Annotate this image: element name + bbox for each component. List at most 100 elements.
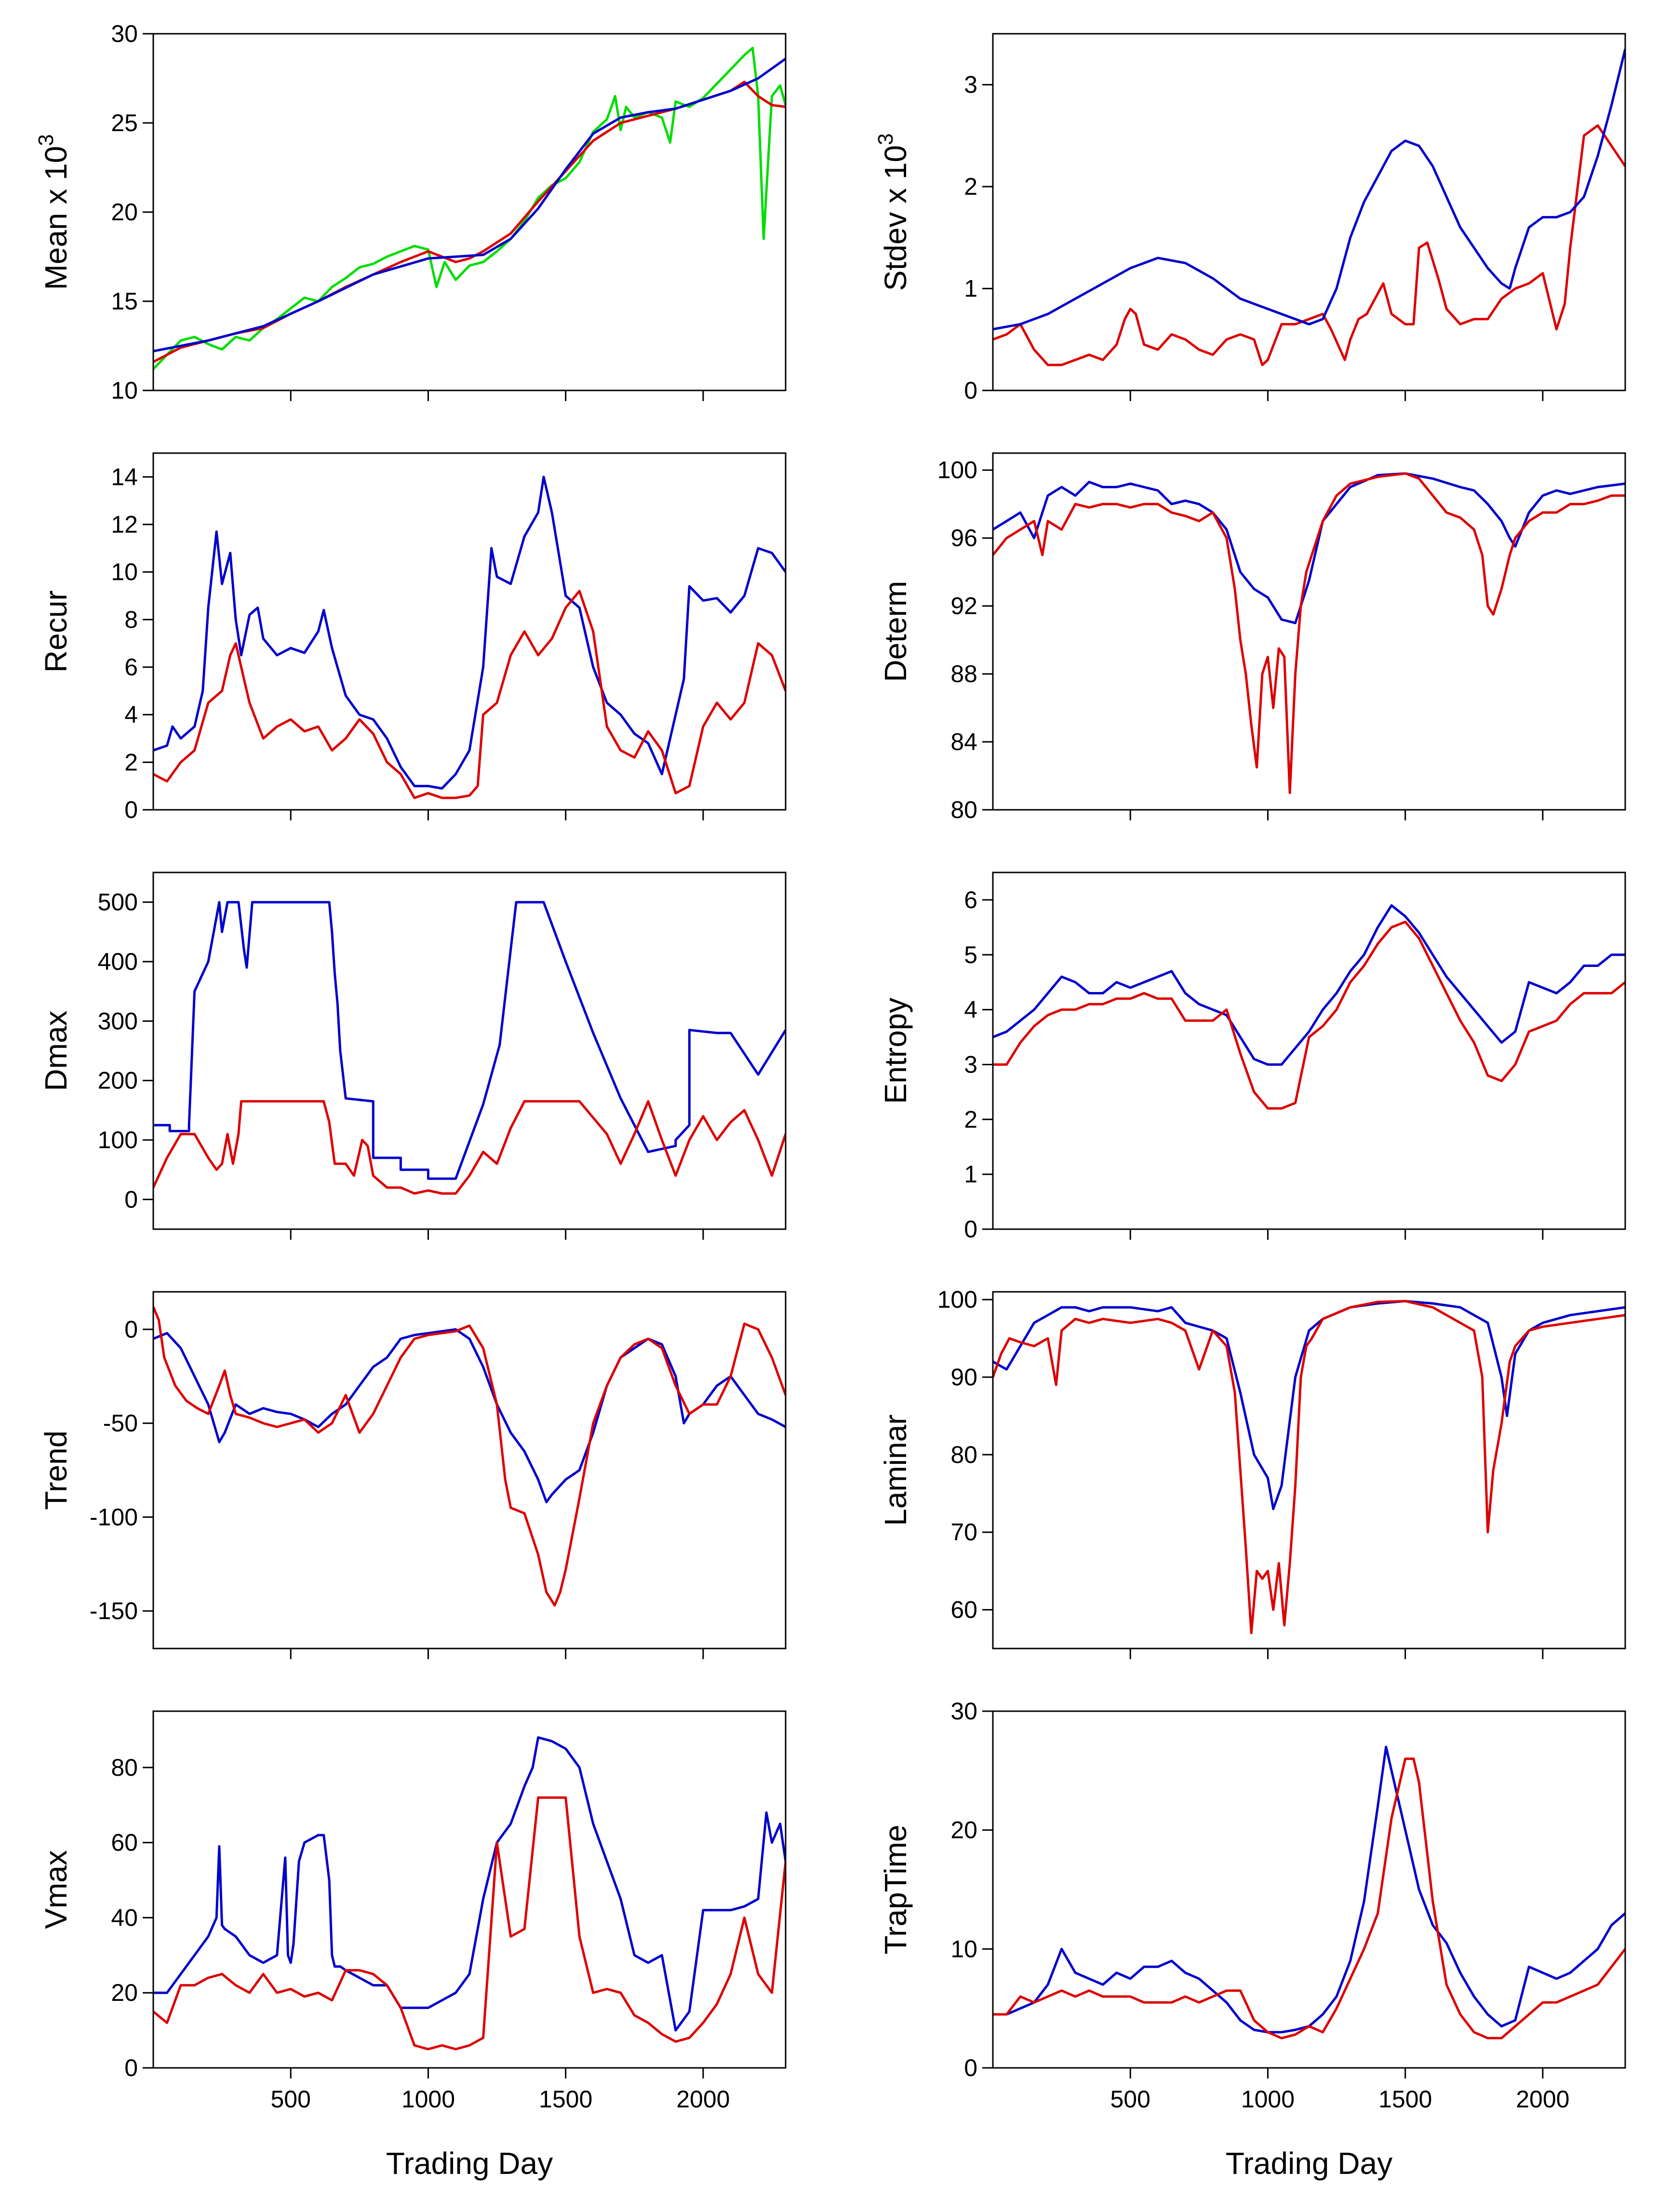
series-line-entropy-0 <box>993 904 1625 1066</box>
ytick-label-determ-0: 80 <box>950 796 977 823</box>
ytick-label-vmax-2: 40 <box>111 1904 138 1931</box>
ylabel-vmax: Vmax <box>39 1850 73 1929</box>
ytick-label-traptime-3: 30 <box>950 1698 977 1725</box>
ytick-label-determ-1: 84 <box>950 728 977 755</box>
ytick-label-entropy-5: 5 <box>964 941 977 968</box>
ytick-label-mean-2: 20 <box>111 199 138 226</box>
panel-vmax: 0 20 40 60 80 500 1000 1500 2000 Vmax Trading Day <box>39 1710 787 2181</box>
ytick-label-mean-3: 25 <box>111 109 138 136</box>
series-line-traptime-0 <box>993 1745 1625 2034</box>
ytick-label-stdev-1: 1 <box>964 275 977 302</box>
ytick-label-determ-3: 92 <box>950 592 977 619</box>
ytick-label-mean-0: 10 <box>111 377 138 404</box>
ytick-label-trend-0: -150 <box>90 1597 138 1624</box>
ylabel-entropy: Entropy <box>878 998 913 1104</box>
panel-determ: 80 84 88 92 96 100 Determ <box>878 452 1626 823</box>
panel-laminar: 60 70 80 90 100 Laminar <box>878 1286 1626 1659</box>
ytick-label-vmax-0: 0 <box>124 2054 138 2081</box>
ytick-label-mean-4: 30 <box>111 20 138 47</box>
ytick-label-entropy-3: 3 <box>964 1051 977 1078</box>
ytick-label-entropy-6: 6 <box>964 886 977 913</box>
ytick-label-laminar-2: 80 <box>950 1441 977 1468</box>
ytick-label-traptime-2: 20 <box>950 1817 977 1844</box>
ytick-label-dmax-1: 100 <box>98 1126 138 1153</box>
ytick-label-recur-0: 0 <box>124 796 138 823</box>
ytick-label-entropy-1: 1 <box>964 1161 977 1188</box>
ytick-label-recur-4: 8 <box>124 606 138 633</box>
plot-frame-mean <box>152 33 787 391</box>
ytick-label-dmax-5: 500 <box>98 889 138 916</box>
ytick-label-traptime-0: 0 <box>964 2054 977 2081</box>
ytick-label-vmax-3: 60 <box>111 1829 138 1856</box>
ytick-label-recur-3: 6 <box>124 654 138 681</box>
ytick-label-dmax-4: 400 <box>98 948 138 975</box>
series-line-trend-1 <box>153 1306 786 1607</box>
ytick-label-determ-4: 96 <box>950 524 977 551</box>
plot-frame-dmax <box>152 871 787 1230</box>
ylabel-recur: Recur <box>39 590 73 673</box>
ytick-label-stdev-3: 3 <box>964 71 977 98</box>
ylabel-trend: Trend <box>39 1431 73 1510</box>
ytick-label-trend-2: -50 <box>103 1410 138 1437</box>
ytick-label-vmax-1: 20 <box>111 1979 138 2006</box>
panel-trend: -150 -100 -50 0 Trend <box>39 1291 787 1659</box>
series-line-recur-0 <box>153 475 786 790</box>
series-line-dmax-1 <box>153 1100 786 1195</box>
series-line-recur-1 <box>153 590 786 799</box>
ytick-label-recur-1: 2 <box>124 749 138 776</box>
ylabel-sup-stdev: 3 <box>874 134 897 145</box>
xtick-label-traptime-3: 2000 <box>1516 2086 1569 2113</box>
series-line-stdev-1 <box>993 49 1625 331</box>
ytick-label-traptime-1: 10 <box>950 1935 977 1962</box>
series-line-dmax-0 <box>153 901 786 1180</box>
ytick-label-vmax-4: 80 <box>111 1754 138 1781</box>
ylabel-dmax: Dmax <box>39 1010 73 1091</box>
ylabel-laminar: Laminar <box>878 1414 913 1526</box>
panel-mean: 10 15 20 25 30 Mean x 103 <box>34 20 787 404</box>
series-line-laminar-1 <box>993 1300 1625 1635</box>
ytick-label-laminar-1: 70 <box>950 1519 977 1546</box>
xtick-label-traptime-2: 1500 <box>1378 2086 1432 2113</box>
series-line-determ-0 <box>993 472 1625 624</box>
series-line-traptime-1 <box>993 1757 1625 2039</box>
series-line-mean-2 <box>153 57 786 353</box>
series-line-vmax-1 <box>153 1796 786 2051</box>
ylabel-traptime: TrapTime <box>878 1824 913 1954</box>
series-line-stdev-0 <box>993 124 1625 366</box>
series-line-mean-0 <box>153 47 786 370</box>
series-line-vmax-0 <box>153 1736 786 2032</box>
ytick-label-stdev-2: 2 <box>964 173 977 200</box>
plot-frame-laminar <box>992 1291 1626 1649</box>
ytick-label-recur-5: 10 <box>111 559 138 586</box>
ytick-label-trend-1: -100 <box>90 1503 138 1530</box>
ylabel-sup-mean: 3 <box>34 134 58 146</box>
ytick-label-entropy-4: 4 <box>964 996 977 1023</box>
panel-entropy: 0 1 2 3 4 5 6 Entropy <box>878 871 1626 1243</box>
ytick-label-dmax-2: 200 <box>98 1067 138 1094</box>
xlabel-vmax: Trading Day <box>386 2146 553 2181</box>
plot-frame-entropy <box>992 871 1626 1230</box>
plot-frame-traptime <box>992 1710 1626 2069</box>
series-line-mean-1 <box>153 80 786 363</box>
ytick-label-dmax-3: 300 <box>98 1007 138 1034</box>
panel-traptime: 0 10 20 30 500 1000 1500 2000 TrapTime Trading Da… <box>878 1698 1626 2181</box>
ytick-label-mean-1: 15 <box>111 288 138 315</box>
ytick-label-determ-5: 100 <box>937 456 977 483</box>
xtick-label-traptime-1: 1000 <box>1241 2086 1295 2113</box>
ytick-label-determ-2: 88 <box>950 660 977 687</box>
ytick-label-trend-3: 0 <box>124 1316 138 1343</box>
plot-frame-recur <box>152 452 787 811</box>
series-line-trend-0 <box>153 1328 786 1503</box>
ytick-label-recur-7: 14 <box>111 463 138 490</box>
ytick-label-laminar-0: 60 <box>950 1596 977 1623</box>
series-line-entropy-1 <box>993 921 1625 1110</box>
ytick-label-laminar-4: 100 <box>937 1286 977 1313</box>
ylabel-determ: Determ <box>878 581 913 682</box>
plot-frame-trend <box>152 1291 787 1649</box>
plot-frame-vmax <box>152 1710 787 2069</box>
plot-frame-determ <box>992 452 1626 811</box>
ytick-label-entropy-2: 2 <box>964 1106 977 1133</box>
